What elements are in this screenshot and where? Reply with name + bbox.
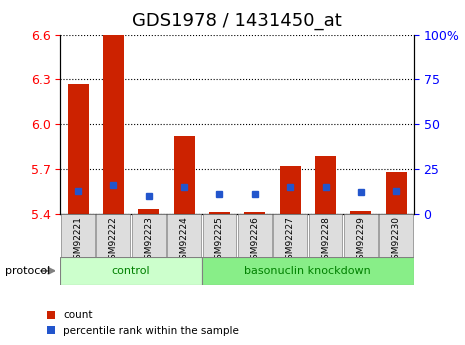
Text: GSM92226: GSM92226 (250, 216, 259, 265)
FancyBboxPatch shape (273, 214, 307, 257)
FancyBboxPatch shape (167, 214, 201, 257)
Text: GSM92229: GSM92229 (356, 216, 365, 265)
Bar (67, 84, 89, 214)
FancyBboxPatch shape (61, 214, 95, 257)
FancyBboxPatch shape (60, 257, 202, 285)
Bar (209, 213, 230, 214)
Text: GSM92222: GSM92222 (109, 216, 118, 265)
FancyBboxPatch shape (238, 214, 272, 257)
Text: GSM92221: GSM92221 (73, 216, 83, 265)
Bar (315, 156, 336, 214)
Text: GSM92223: GSM92223 (144, 216, 153, 265)
Bar (244, 213, 266, 214)
Legend: count, percentile rank within the sample: count, percentile rank within the sample (42, 306, 243, 340)
FancyBboxPatch shape (202, 257, 414, 285)
Bar (350, 211, 372, 214)
Text: control: control (112, 266, 151, 276)
Text: GSM92227: GSM92227 (286, 216, 295, 265)
Text: GSM92224: GSM92224 (179, 216, 189, 265)
Text: GSM92225: GSM92225 (215, 216, 224, 265)
Bar (138, 209, 159, 214)
Title: GDS1978 / 1431450_at: GDS1978 / 1431450_at (132, 12, 342, 30)
Bar (385, 172, 407, 214)
FancyBboxPatch shape (344, 214, 378, 257)
Text: protocol: protocol (5, 266, 50, 276)
Bar (173, 136, 195, 214)
Text: GSM92228: GSM92228 (321, 216, 330, 265)
FancyBboxPatch shape (97, 214, 130, 257)
Text: GSM92230: GSM92230 (392, 216, 401, 265)
Bar (103, 34, 124, 214)
Bar (279, 166, 301, 214)
FancyBboxPatch shape (309, 214, 342, 257)
FancyBboxPatch shape (203, 214, 236, 257)
Text: basonuclin knockdown: basonuclin knockdown (245, 266, 371, 276)
FancyBboxPatch shape (132, 214, 166, 257)
FancyBboxPatch shape (379, 214, 413, 257)
